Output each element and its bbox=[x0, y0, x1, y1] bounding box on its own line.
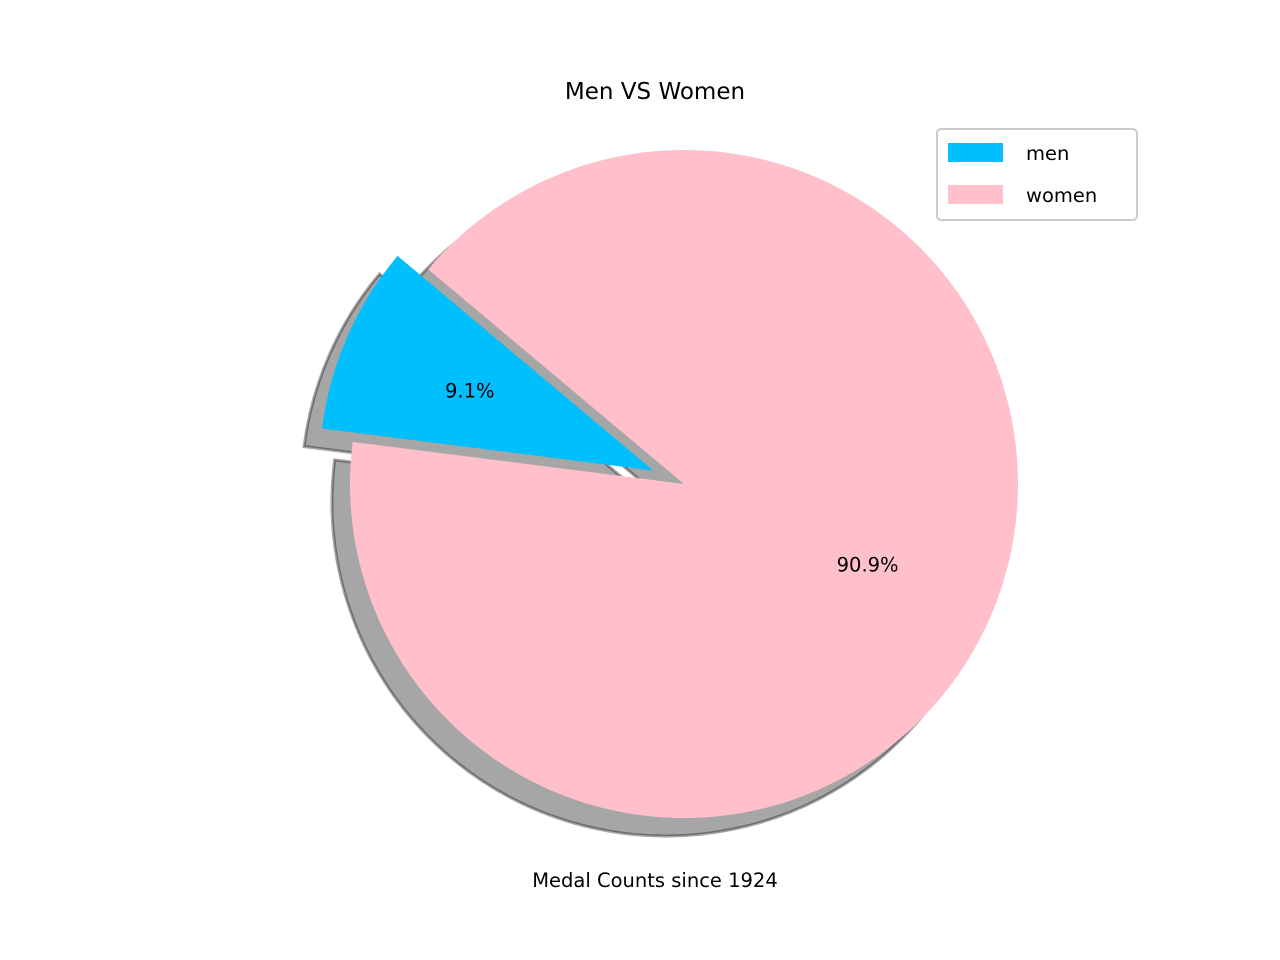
chart-title: Men VS Women bbox=[565, 79, 745, 105]
x-axis-label: Medal Counts since 1924 bbox=[532, 869, 778, 892]
legend-label-men: men bbox=[1026, 142, 1069, 165]
legend-entries: men women bbox=[948, 142, 1097, 207]
legend: men women bbox=[936, 128, 1138, 221]
pie-slices bbox=[322, 150, 1018, 819]
legend-swatch-men bbox=[948, 143, 1003, 162]
slice-label-women: 90.9% bbox=[837, 553, 899, 576]
legend-swatch-women bbox=[948, 185, 1003, 204]
pie-slice-women bbox=[349, 150, 1018, 819]
pie-slice-men bbox=[322, 255, 654, 471]
slice-labels: 9.1% 90.9% bbox=[445, 379, 899, 576]
slice-label-men: 9.1% bbox=[445, 379, 495, 402]
legend-label-women: women bbox=[1026, 184, 1097, 207]
